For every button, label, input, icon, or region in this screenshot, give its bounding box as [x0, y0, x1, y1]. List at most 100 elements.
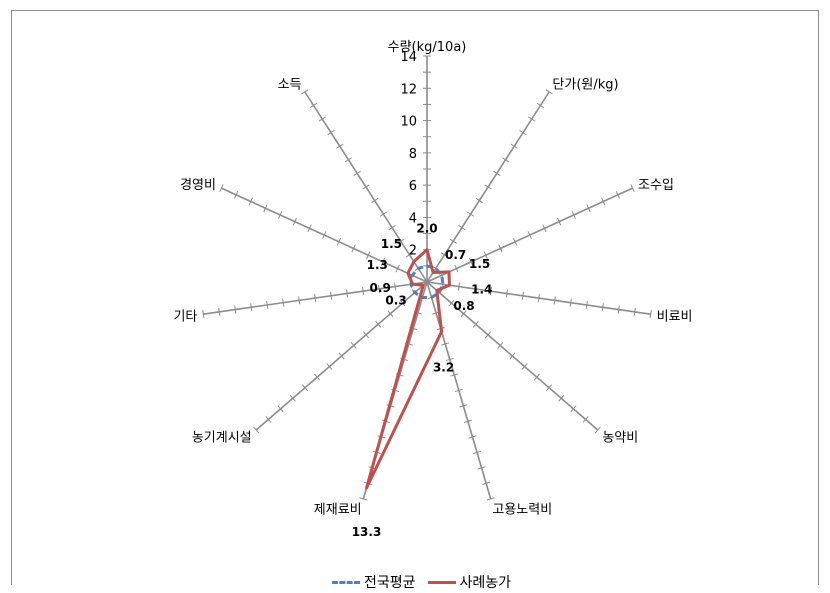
axis-tick-1-13 [536, 102, 545, 109]
axis-tick-8-9 [282, 298, 285, 307]
axis-tick-1-2 [440, 252, 449, 258]
axis-tick-8-8 [298, 296, 301, 305]
axis-tick-8-7 [314, 294, 317, 303]
axis-tick-9-13 [233, 190, 239, 199]
series-point-1 [365, 487, 368, 489]
axis-tick-2-3 [468, 258, 474, 266]
axis-tick-10-12 [318, 116, 326, 122]
axis-tick-2-7 [527, 231, 532, 239]
radial-tick-label: 12 [400, 82, 417, 97]
axis-tick-10-13 [309, 102, 318, 109]
axis-tick-7-11 [289, 394, 296, 402]
axis-tick-7-12 [277, 405, 284, 413]
series-point-1 [448, 284, 451, 287]
axis-tick-7-3 [387, 310, 394, 318]
axis-tick-3-13 [633, 307, 636, 316]
axis-tick-7-13 [265, 416, 272, 423]
axis-tick-1-12 [528, 116, 536, 122]
axis-tick-9-7 [322, 231, 327, 239]
series-line-1 [365, 248, 451, 490]
series-point-1 [440, 330, 443, 333]
axis-tick-7-10 [302, 384, 308, 392]
axis-tick-8-10 [266, 300, 269, 310]
axis-tick-3-6 [521, 291, 524, 300]
axis-tick-1-9 [501, 157, 510, 163]
axis-tick-6-14 [359, 497, 368, 501]
axis-tick-2-8 [542, 224, 547, 233]
axis-tick-3-9 [569, 298, 572, 307]
axis-tick-1-11 [519, 130, 527, 136]
series-point-0 [411, 274, 414, 277]
legend-item-case: 사례농가 [427, 572, 511, 592]
axis-tick-3-11 [601, 303, 604, 312]
axis-tick-4-12 [570, 405, 577, 413]
axis-tick-2-5 [498, 244, 503, 253]
legend-swatch-case [427, 580, 456, 584]
axis-tick-1-7 [484, 184, 492, 190]
series-line-0 [409, 264, 445, 299]
axis-tick-5-5 [445, 357, 454, 362]
category-label: 기타 [173, 310, 197, 325]
axis-tick-5-8 [459, 404, 468, 408]
axis-tick-9-11 [263, 204, 268, 213]
axis-tick-2-9 [557, 217, 562, 226]
axis-tick-3-8 [553, 296, 556, 305]
category-label: 단가(원/kg) [552, 77, 618, 92]
axis-tick-9-2 [395, 264, 400, 273]
axis-tick-8-13 [218, 307, 221, 316]
series-point-1 [411, 283, 414, 285]
axis-tick-9-12 [248, 197, 253, 206]
axis-tick-4-3 [460, 310, 467, 318]
axis-tick-3-2 [457, 282, 461, 291]
axis-tick-10-8 [353, 170, 361, 176]
data-label: 0.8 [453, 299, 474, 313]
axis-tick-3-12 [617, 305, 620, 314]
axis-tick-8-2 [393, 282, 397, 291]
category-label: 소득 [278, 77, 302, 92]
category-label: 조수입 [638, 178, 674, 193]
axis-tick-4-13 [582, 416, 589, 423]
axis-tick-7-4 [375, 320, 382, 328]
axis-tick-4-11 [558, 394, 565, 402]
axis-tick-5-11 [473, 450, 482, 454]
axis-tick-4-14 [594, 426, 601, 434]
axis-tick-7-14 [253, 426, 260, 434]
axis-tick-10-10 [336, 143, 344, 149]
axis-tick-1-10 [510, 143, 518, 149]
radial-tick-label: 14 [400, 50, 417, 65]
axis-tick-7-9 [314, 373, 321, 381]
axis-tick-9-9 [292, 217, 297, 226]
axis-tick-8-12 [234, 305, 237, 314]
axis-tick-3-10 [585, 300, 588, 310]
axis-tick-7-6 [350, 342, 357, 349]
axis-tick-2-13 [615, 190, 621, 199]
series-point-1 [422, 284, 425, 287]
axis-tick-7-8 [326, 363, 333, 370]
axis-tick-5-4 [441, 342, 450, 346]
data-label: 0.9 [370, 281, 391, 295]
legend: 전국평균 사례농가 [332, 571, 523, 593]
axis-tick-10-14 [301, 89, 309, 95]
series-point-0 [417, 267, 420, 270]
axis-tick-1-14 [545, 89, 553, 95]
axis-tick-3-3 [473, 284, 476, 293]
series-point-0 [442, 283, 444, 286]
chart-frame: 2 4 6 8 10 12 14 수량(kg/10a) 단가(원/kg) 조수입 비료비 농약비 고용노… [11, 10, 819, 591]
axis-tick-4-4 [472, 320, 479, 328]
legend-item-national: 전국평균 [332, 572, 416, 592]
category-label: 수량(kg/10a) [388, 40, 467, 55]
series-point-0 [438, 291, 441, 294]
category-label: 제재료비 [314, 502, 362, 517]
axis-tick-10-11 [327, 130, 335, 136]
category-label: 비료비 [657, 310, 693, 325]
axis-tick-2-2 [454, 264, 459, 273]
axis-tick-10-5 [379, 211, 387, 217]
category-label: 농기계시설 [192, 431, 252, 446]
category-label: 농약비 [602, 431, 638, 446]
axis-tick-9-3 [380, 258, 386, 266]
axis-tick-8-5 [346, 289, 349, 298]
axis-tick-10-7 [362, 184, 370, 190]
series-point-1 [426, 248, 428, 251]
axis-tick-3-5 [505, 289, 508, 298]
